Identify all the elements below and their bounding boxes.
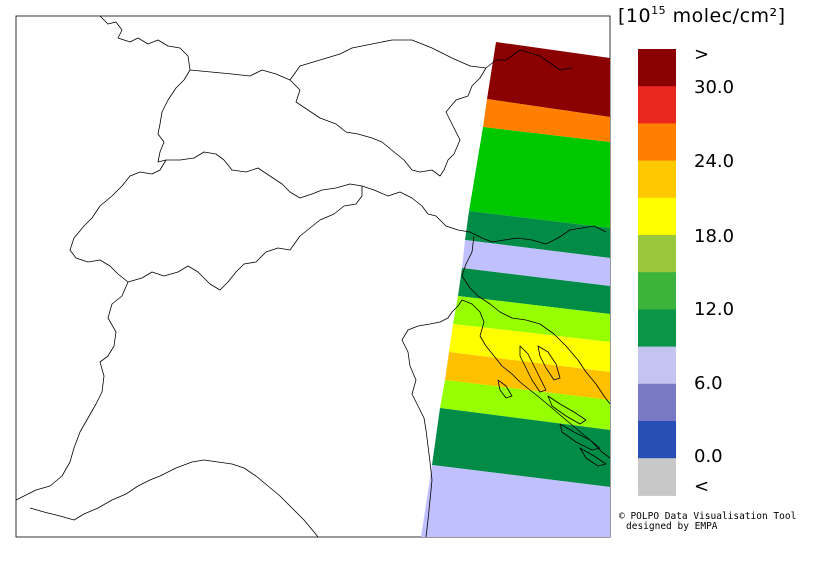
swath-row [462, 240, 610, 286]
color-bar-box [638, 346, 676, 385]
unit-suffix: molec/cm²] [666, 5, 786, 27]
swath-row [458, 268, 610, 314]
borders [15, 15, 611, 538]
border-line [157, 79, 225, 163]
swath-row [421, 465, 610, 537]
coastline [401, 299, 463, 538]
unit-exponent: 15 [651, 4, 667, 17]
border-line [99, 15, 191, 81]
island-outline [559, 423, 601, 451]
color-bar-box [638, 272, 676, 310]
border-line [445, 67, 487, 155]
legend-tick-label: 6.0 [694, 373, 723, 394]
legend-tick-label: 12.0 [694, 299, 735, 320]
island-outline [537, 345, 561, 381]
color-bar-box [638, 123, 676, 162]
island-outline [519, 345, 547, 393]
color-bar-box [638, 197, 676, 236]
swath-row [445, 352, 610, 400]
credit-line-1: © POLPO Data Visualisation Tool [619, 511, 797, 522]
border-line [461, 235, 501, 313]
island-outline [547, 395, 587, 425]
legend-tick-label: < [694, 476, 710, 497]
island-outline [497, 379, 513, 399]
border-line [189, 69, 455, 177]
color-bar-box [638, 383, 676, 422]
coastline [29, 459, 319, 538]
border-line [289, 39, 573, 81]
color-bar-box [638, 235, 676, 273]
swath-row [453, 296, 610, 342]
color-bar-box [638, 458, 676, 496]
color-bar-box [638, 160, 676, 199]
legend-tick-label: > [694, 44, 710, 65]
border-line [15, 281, 129, 501]
border-line [69, 159, 363, 291]
border-line [499, 311, 611, 405]
swath-row [483, 99, 610, 142]
color-bar-box [638, 49, 676, 87]
satellite-swath [421, 42, 610, 537]
swath-row [465, 211, 610, 258]
credit-line-2: designed by EMPA [626, 521, 718, 532]
legend-tick-label: 30.0 [694, 77, 735, 98]
swath-row [487, 42, 610, 117]
swath-row [449, 324, 610, 372]
color-bar-box [638, 86, 676, 124]
coastline [461, 299, 611, 459]
unit-prefix: [10 [618, 5, 652, 27]
color-bar-box [638, 421, 676, 459]
swath-row [469, 127, 610, 228]
legend-tick-label: 24.0 [694, 151, 735, 172]
swath-row [432, 408, 610, 487]
island-outline [579, 447, 607, 467]
swath-row [440, 380, 610, 430]
legend-tick-label: 18.0 [694, 226, 735, 247]
legend-unit-label: [1015 molec/cm²] [618, 4, 808, 27]
color-bar-box [638, 309, 676, 348]
legend-tick-label: 0.0 [694, 446, 723, 467]
color-bar [638, 49, 676, 496]
border-line [223, 159, 437, 217]
border-line [435, 215, 607, 245]
